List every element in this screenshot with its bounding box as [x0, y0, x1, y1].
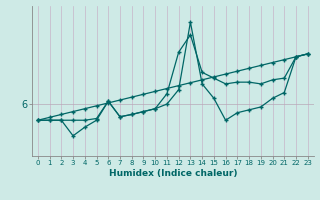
- X-axis label: Humidex (Indice chaleur): Humidex (Indice chaleur): [108, 169, 237, 178]
